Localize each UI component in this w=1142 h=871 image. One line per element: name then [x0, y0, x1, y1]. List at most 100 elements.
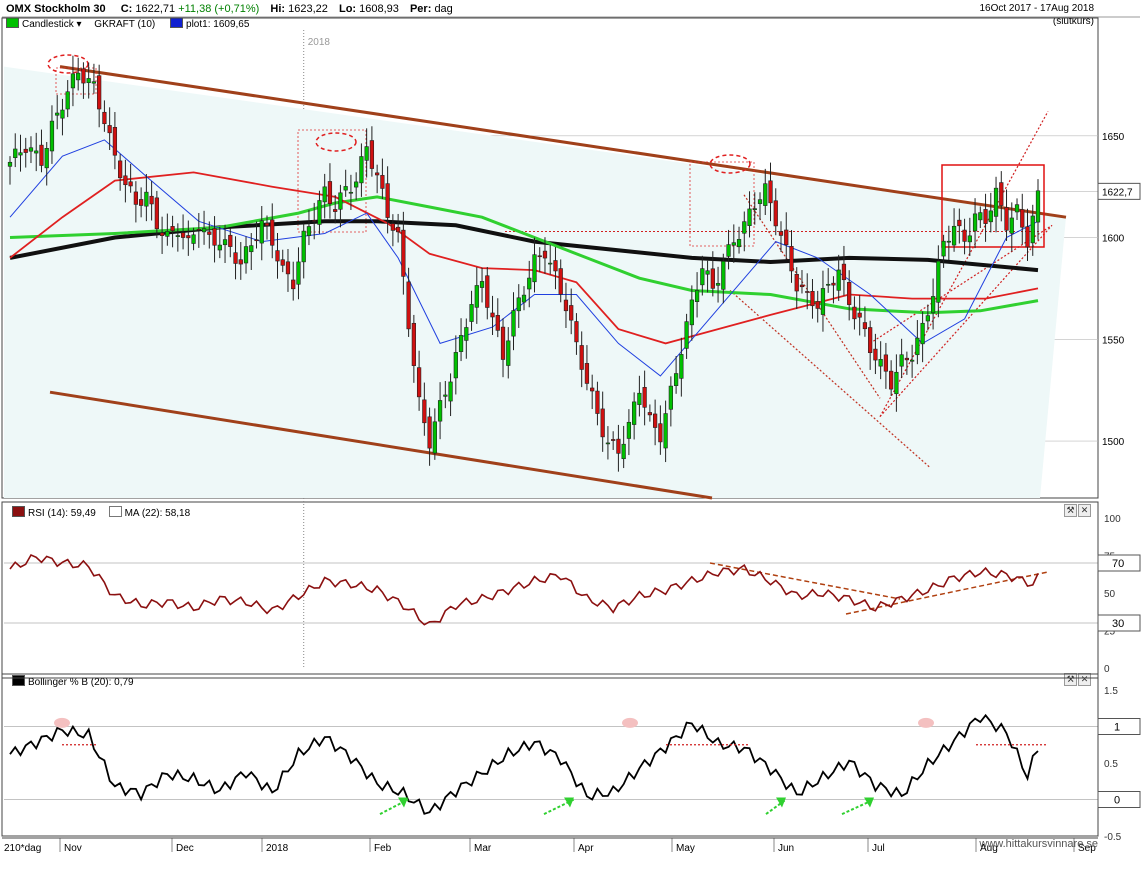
rsi-level-label: 70 — [1112, 558, 1124, 570]
candle-down — [883, 354, 889, 372]
candle-down — [862, 322, 868, 330]
hi-value: 1623,22 — [288, 3, 328, 15]
candle-down — [805, 291, 810, 293]
candle-up — [1030, 215, 1035, 244]
rsi-tick-label: 100 — [1104, 514, 1121, 525]
pctb-buy-arrowhead — [864, 797, 874, 808]
candle-up — [49, 120, 55, 152]
candle-down — [212, 228, 217, 246]
candle-down — [542, 250, 548, 259]
rsi-support-trend — [845, 571, 1049, 615]
candle-up — [464, 327, 469, 341]
candle-up — [479, 281, 485, 288]
candle-up — [91, 81, 97, 84]
candle-up — [532, 254, 537, 283]
candle-up — [694, 290, 700, 302]
panel-frame — [1, 501, 1099, 679]
candle-up — [144, 191, 149, 207]
candle-down — [285, 261, 291, 275]
candle-up — [836, 269, 841, 291]
candle-up — [909, 359, 915, 362]
candle-down — [427, 416, 432, 449]
candle-up — [259, 220, 264, 244]
candle-up — [993, 187, 999, 217]
boll-swatch-icon — [12, 675, 25, 686]
candle-down — [312, 220, 317, 222]
candle-down — [999, 182, 1004, 206]
candle-up — [925, 315, 930, 322]
candle-up — [432, 421, 437, 454]
candle-down — [789, 246, 794, 272]
candle-down — [815, 301, 820, 309]
candle-down — [799, 284, 805, 288]
candle-down — [616, 438, 621, 454]
header-quote: OMX Stockholm 30 C: 1622,71 +11,38 (+0,7… — [6, 3, 453, 15]
legend-gkraft[interactable]: GKRAFT (10) — [94, 19, 156, 30]
candle-down — [97, 75, 102, 110]
close-label: C: — [120, 3, 133, 15]
candle-up — [506, 340, 511, 366]
candle-down — [406, 281, 411, 330]
boll-close-icon[interactable]: ✕ — [1078, 673, 1091, 686]
candle-down — [957, 219, 962, 227]
candle-down — [642, 387, 647, 408]
candle-down — [537, 255, 542, 258]
boll-level-box — [1097, 718, 1141, 735]
candle-up — [936, 260, 941, 303]
candle-down — [584, 363, 590, 384]
candle-up — [28, 147, 34, 152]
candle-down — [264, 222, 270, 226]
last-price-label: 1622,7 — [1102, 187, 1133, 198]
candle-up — [757, 199, 763, 204]
candle-up — [894, 371, 899, 395]
candle-up — [626, 421, 632, 439]
boll-settings-icon[interactable]: ⚒ — [1064, 673, 1077, 686]
candle-down — [868, 327, 873, 354]
candle-up — [673, 373, 679, 386]
candle-down — [1004, 207, 1009, 231]
candle-down — [574, 321, 579, 343]
candle-up — [878, 359, 883, 367]
time-tick-label: Mar — [474, 843, 492, 854]
candle-up — [60, 109, 65, 119]
candle-down — [411, 322, 416, 366]
lo-value: 1608,93 — [359, 3, 399, 15]
candle-up — [946, 240, 951, 243]
rsi-resistance-trend — [709, 562, 901, 600]
candle-down — [962, 229, 967, 242]
rsi-close-icon[interactable]: ✕ — [1078, 504, 1091, 517]
candle-down — [590, 387, 595, 392]
candle-down — [490, 312, 495, 318]
candle-up — [217, 244, 222, 251]
candle-up — [605, 442, 611, 445]
candle-up — [86, 78, 91, 84]
candle-down — [23, 148, 28, 153]
candle-up — [296, 261, 301, 285]
candle-up — [7, 161, 13, 167]
candle-down — [196, 229, 201, 231]
candle-up — [453, 352, 458, 379]
candle-down — [847, 282, 852, 305]
candle-up — [322, 186, 327, 203]
rsi-level-box — [1097, 614, 1141, 632]
boll-level-label: 1 — [1114, 722, 1120, 734]
top-marker-box — [55, 67, 97, 95]
rsi-settings-icon[interactable]: ⚒ — [1064, 504, 1077, 517]
rsi-line — [9, 553, 1039, 626]
candle-down — [558, 268, 563, 295]
candle-down — [794, 273, 799, 292]
candle-down — [873, 348, 878, 361]
candle-up — [700, 268, 705, 286]
top-marker-ellipse — [709, 154, 751, 174]
candle-up — [18, 152, 23, 156]
candle-down — [207, 231, 212, 235]
candle-up — [637, 392, 642, 405]
pctb-buy-arrowhead — [564, 797, 574, 808]
candle-down — [238, 259, 243, 265]
boll-tick-label: -0.5 — [1104, 832, 1122, 843]
candle-down — [180, 232, 186, 238]
time-tick-label: Aug — [980, 843, 998, 854]
candle-up — [243, 246, 249, 264]
candle-down — [778, 231, 784, 236]
